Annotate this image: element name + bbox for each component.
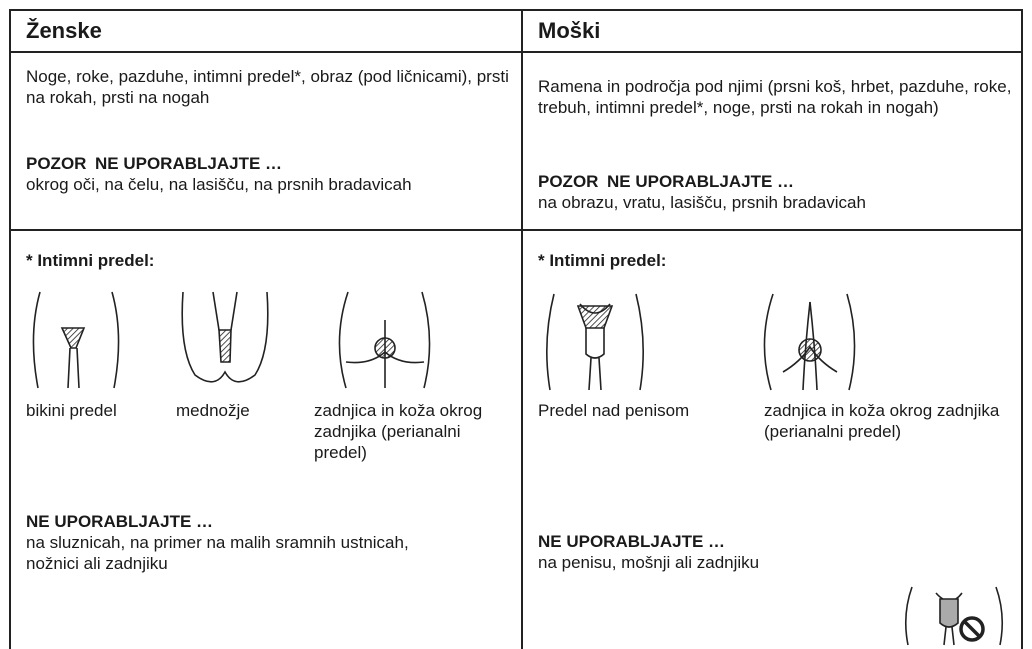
- figure-caption: zadnjica in koža okrog zadnjika (periana…: [314, 401, 483, 462]
- border-middle: [521, 9, 523, 649]
- figure-caption: bikini predel: [26, 401, 117, 420]
- caution-subtitle: NE UPORABLJAJTE …: [95, 154, 283, 173]
- figure-caption: mednožje: [176, 401, 250, 420]
- intimate-title: * Intimni predel:: [26, 251, 155, 270]
- caution-subtitle: NE UPORABLJAJTE …: [607, 172, 795, 191]
- caution-text: okrog oči, na čelu, na lasišču, na prsni…: [26, 175, 412, 194]
- border-row: [9, 229, 1023, 231]
- column-header: Ženske: [26, 18, 102, 43]
- buttocks-figure: [338, 291, 431, 389]
- border-left: [9, 9, 11, 649]
- male-buttocks-figure: [763, 293, 856, 391]
- column-header: Moški: [538, 18, 601, 43]
- caution-text: na obrazu, vratu, lasišču, prsnih bradav…: [538, 193, 866, 212]
- warning-title: NE UPORABLJAJTE …: [538, 532, 726, 551]
- prohibited-figure: [904, 586, 1004, 646]
- border-right: [1021, 9, 1023, 649]
- warning-text: na sluznicah, na primer na malih sramnih…: [26, 533, 409, 573]
- figure-caption: zadnjica in koža okrog zadnjika (periana…: [764, 401, 1000, 441]
- border-header: [9, 51, 1023, 53]
- intimate-title: * Intimni predel:: [538, 251, 667, 270]
- caution-title: POZOR: [538, 172, 599, 191]
- figure-caption: Predel nad penisom: [538, 401, 690, 420]
- areas-text: Ramena in področja pod njimi (prsni koš,…: [538, 77, 1012, 117]
- border-top: [9, 9, 1023, 11]
- areas-text: Noge, roke, pazduhe, intimni predel*, ob…: [26, 67, 509, 107]
- warning-text: na penisu, mošnji ali zadnjiku: [538, 553, 760, 572]
- bikini-figure: [32, 291, 120, 389]
- perineum-figure: [181, 291, 269, 383]
- caution-title: POZOR: [26, 154, 87, 173]
- warning-title: NE UPORABLJAJTE …: [26, 512, 214, 531]
- pubic-figure: [546, 293, 644, 391]
